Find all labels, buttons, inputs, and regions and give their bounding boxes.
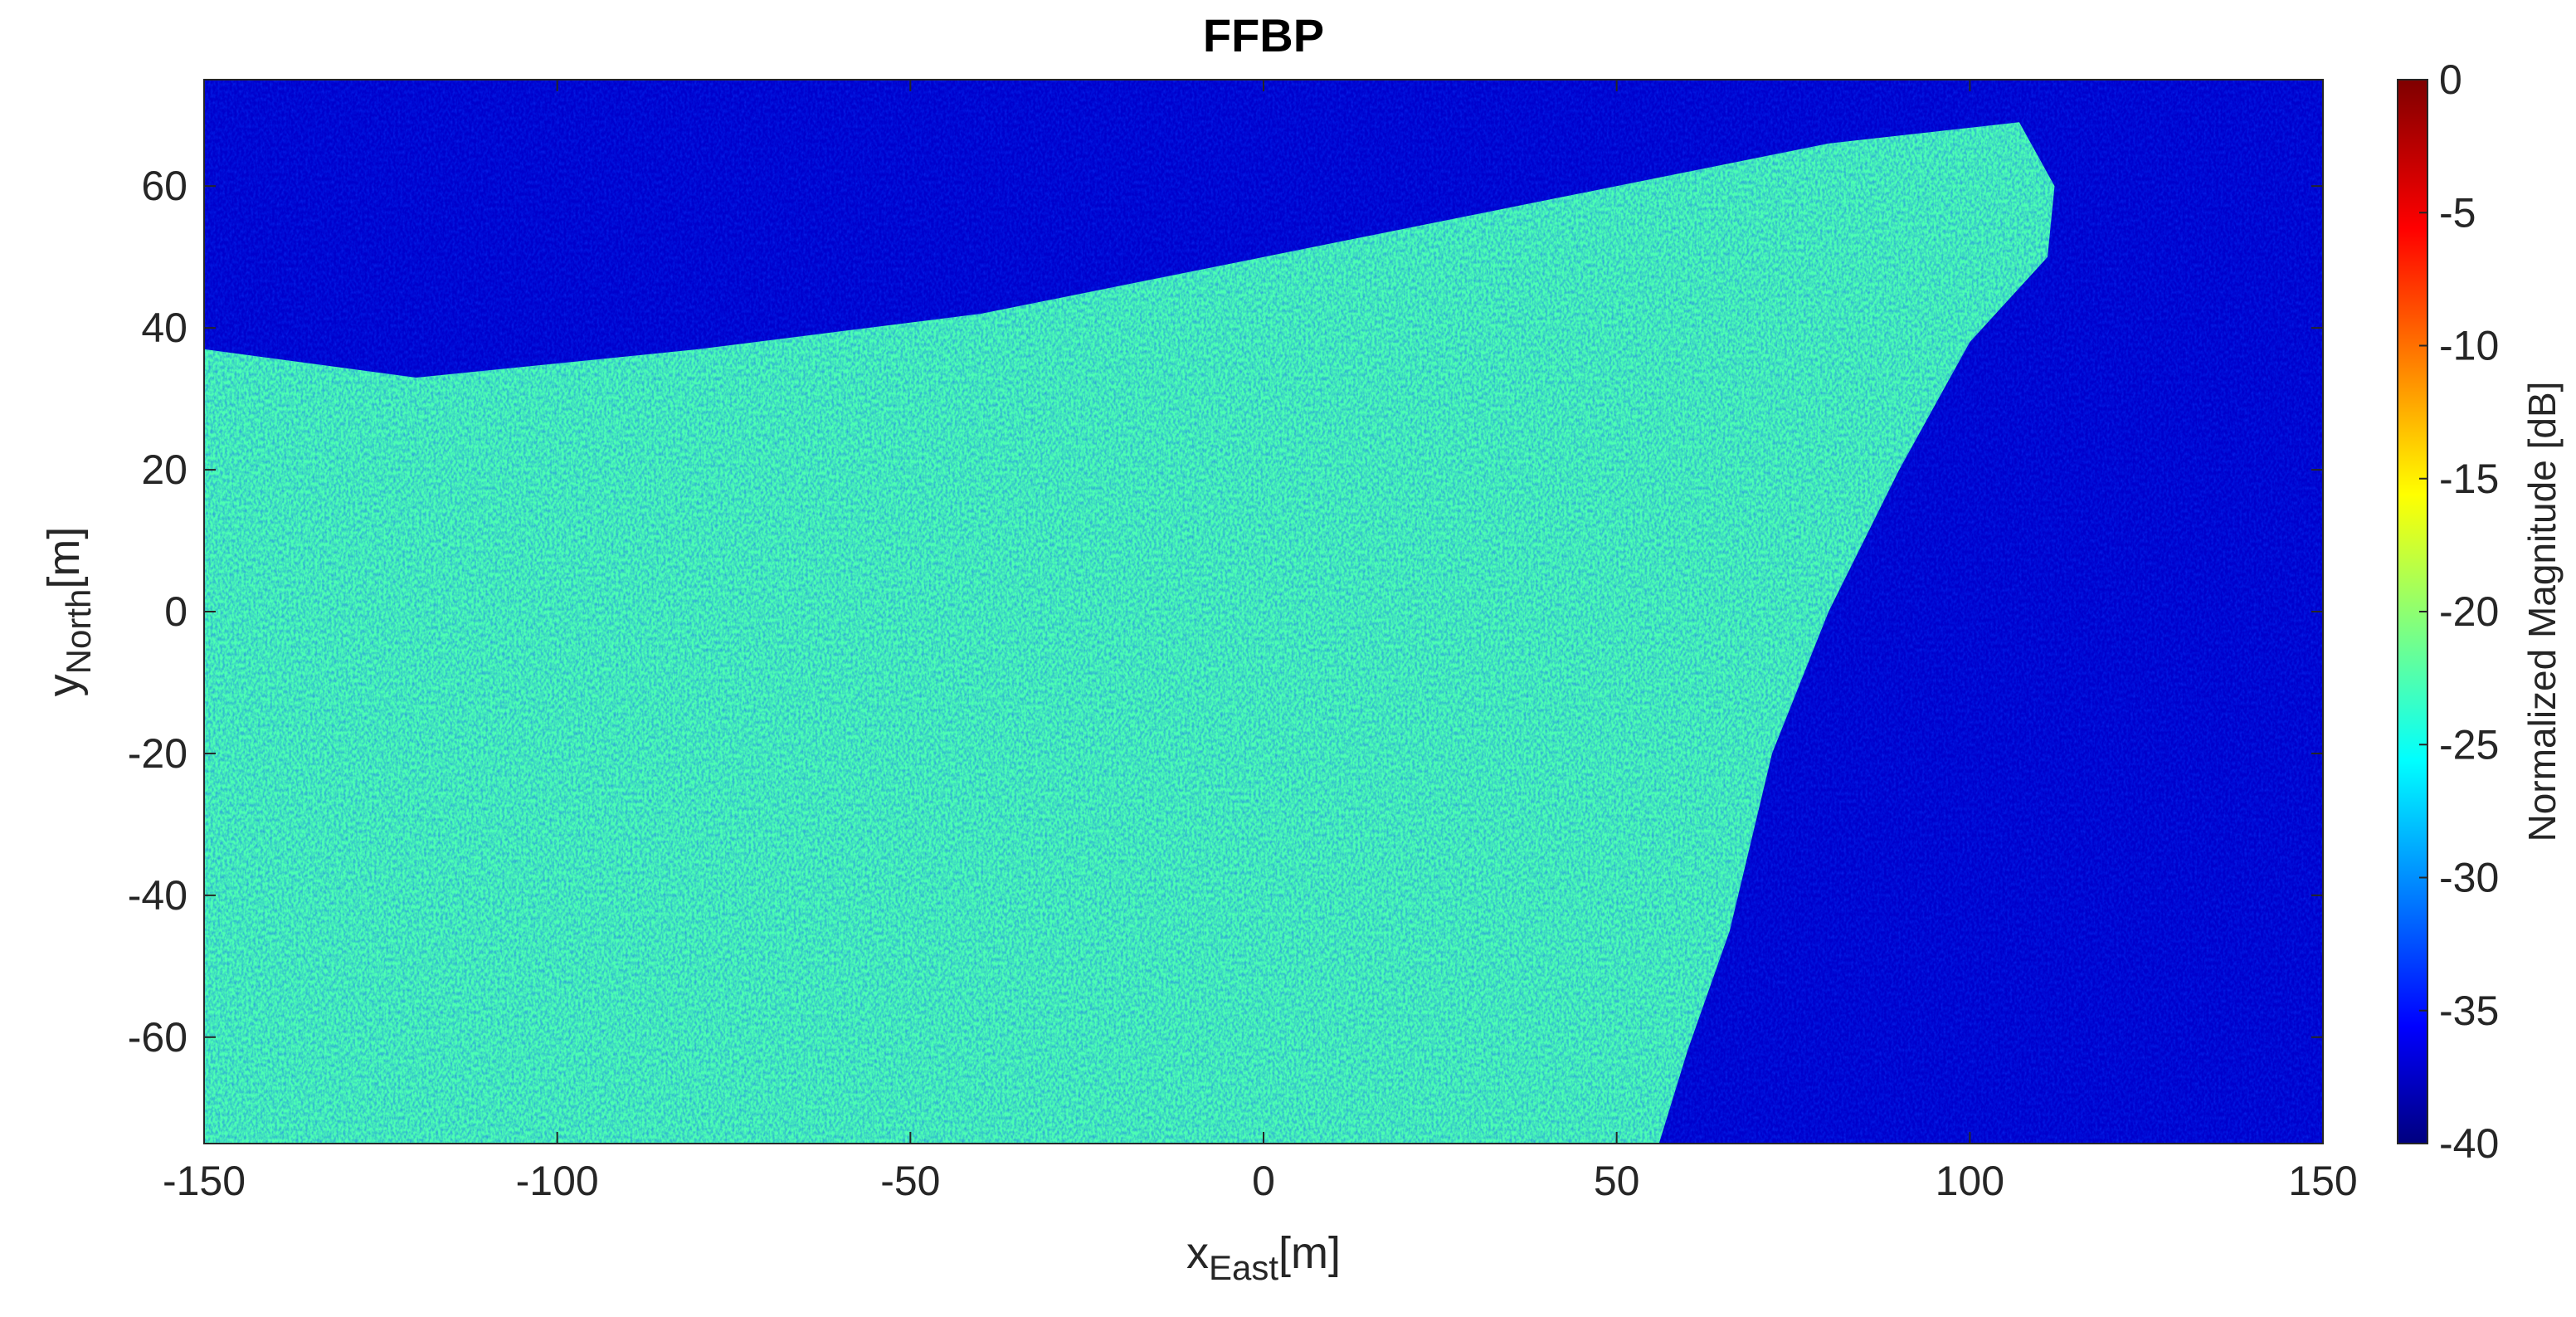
y-tick-label: -60 — [128, 1014, 187, 1061]
y-axis-label: yNorth[m] — [39, 527, 98, 697]
y-tick-label: -20 — [128, 730, 187, 777]
colorbar-ticks: 0 -5 -10 -15 -20 -25 -30 -35 -40 — [2419, 56, 2499, 1167]
x-tick-label: -150 — [163, 1158, 246, 1204]
colorbar-tick-label: -20 — [2439, 588, 2499, 635]
colorbar-tick-label: -35 — [2439, 988, 2499, 1034]
colorbar-tick-label: -5 — [2439, 189, 2476, 236]
y-tick-label: 60 — [141, 163, 187, 209]
colorbar-tick-label: -30 — [2439, 855, 2499, 901]
y-axis-ticks: -60 -40 -20 0 20 40 60 — [128, 163, 2323, 1061]
x-tick-label: -100 — [516, 1158, 599, 1204]
colorbar-tick-label: -15 — [2439, 456, 2499, 502]
y-tick-label: 40 — [141, 305, 187, 351]
heatmap-speckle-texture — [204, 80, 2323, 1144]
y-tick-label: -40 — [128, 872, 187, 919]
x-axis-ticks: -150 -100 -50 0 50 100 150 — [163, 80, 2358, 1204]
x-tick-label: 50 — [1594, 1158, 1640, 1204]
x-axis-label: xEast[m] — [1186, 1228, 1341, 1287]
x-tick-label: 150 — [2288, 1158, 2357, 1204]
colorbar: 0 -5 -10 -15 -20 -25 -30 -35 -40 Normalized Magn… — [2397, 56, 2564, 1167]
x-tick-label: 0 — [1252, 1158, 1275, 1204]
x-tick-label: -50 — [880, 1158, 940, 1204]
colorbar-label: Normalized Magnitude [dB] — [2520, 382, 2564, 842]
colorbar-tick-label: -40 — [2439, 1120, 2499, 1167]
colorbar-tick-label: -25 — [2439, 721, 2499, 768]
heatmap-image — [204, 80, 2323, 1144]
x-tick-label: 100 — [1936, 1158, 2004, 1204]
chart-title: FFBP — [1203, 9, 1324, 61]
colorbar-tick-label: 0 — [2439, 56, 2462, 103]
colorbar-tick-label: -10 — [2439, 323, 2499, 369]
y-tick-label: 0 — [164, 588, 187, 635]
y-tick-label: 20 — [141, 446, 187, 493]
